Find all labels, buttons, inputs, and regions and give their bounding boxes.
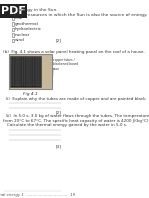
Text: hydroelectric: hydroelectric [15,27,42,31]
Bar [31,56,32,86]
Bar [26,56,28,86]
Text: blackened board: blackened board [53,62,78,66]
Text: (i)  Explain why the tubes are made of copper and are painted black.: (i) Explain why the tubes are made of co… [3,97,147,101]
Bar [12,28,14,31]
Text: copper tubes /: copper tubes / [53,58,75,63]
Bar [12,22,14,26]
Bar [13,56,14,86]
Text: case: case [53,68,60,71]
Bar [37,56,39,86]
Bar [17,56,19,86]
Bar [28,56,30,86]
Text: nuclear: nuclear [15,33,30,37]
Bar [9,53,52,89]
Text: [2]: [2] [55,38,61,42]
Bar [33,56,34,86]
Bar [19,56,21,86]
Text: e three resources in which the Sun is also the source of energy.: e three resources in which the Sun is al… [9,13,147,17]
Text: wind: wind [15,38,25,42]
Text: [3]: [3] [55,145,61,149]
Bar [12,33,14,37]
Text: thermal energy 1  .................................  19: thermal energy 1 .......................… [0,193,75,197]
Text: coal: coal [15,16,23,20]
Bar [15,56,17,86]
Text: Fig 4.1: Fig 4.1 [23,92,38,96]
Bar [10,55,41,87]
Text: Calculate the thermal energy gained by the water in 5.0 s.: Calculate the thermal energy gained by t… [7,123,127,127]
Text: (b)  Fig. 4.1 shows a solar panel heating panel on the roof of a house.: (b) Fig. 4.1 shows a solar panel heating… [3,50,145,54]
Bar [12,17,14,20]
Bar [35,56,37,86]
Text: geothermal: geothermal [15,22,39,26]
Bar [22,56,23,86]
Text: PDF: PDF [1,6,26,16]
Bar [39,56,41,86]
Text: (ii)  In 5.0 s, 3.0 kg of water flows through the tubes. The temperature of the : (ii) In 5.0 s, 3.0 kg of water flows thr… [3,114,149,123]
Bar [24,56,25,86]
Text: al energy in the Sun.: al energy in the Sun. [12,8,58,12]
Bar [11,56,12,86]
Text: [2]: [2] [55,110,61,114]
Bar [12,39,14,42]
